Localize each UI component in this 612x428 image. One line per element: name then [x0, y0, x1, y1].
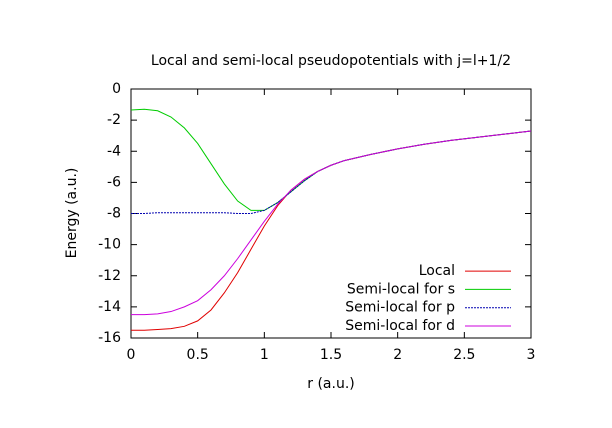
chart-title: Local and semi-local pseudopotentials wi… — [151, 53, 511, 69]
legend-label: Semi-local for d — [345, 318, 455, 334]
x-tick-label: 1.5 — [320, 347, 342, 363]
y-axis-label: Energy (a.u.) — [64, 168, 80, 259]
legend-label: Local — [419, 263, 455, 279]
y-tick-label: -2 — [107, 112, 121, 128]
x-tick-label: 0 — [127, 347, 136, 363]
x-tick-label: 2.5 — [453, 347, 475, 363]
y-tick-label: -8 — [107, 206, 121, 222]
y-tick-label: 0 — [112, 81, 121, 97]
x-tick-label: 1 — [260, 347, 269, 363]
y-tick-label: -6 — [107, 174, 121, 190]
y-tick-label: -4 — [107, 143, 121, 159]
x-tick-label: 2 — [393, 347, 402, 363]
x-axis-label: r (a.u.) — [307, 376, 354, 392]
y-tick-label: -10 — [98, 237, 121, 253]
legend-label: Semi-local for p — [345, 300, 455, 316]
x-tick-label: 0.5 — [187, 347, 209, 363]
x-tick-label: 3 — [527, 347, 536, 363]
y-tick-label: -12 — [98, 268, 121, 284]
legend-label: Semi-local for s — [347, 281, 455, 297]
y-tick-label: -14 — [98, 299, 121, 315]
y-tick-label: -16 — [98, 330, 121, 346]
series-line — [131, 130, 532, 316]
